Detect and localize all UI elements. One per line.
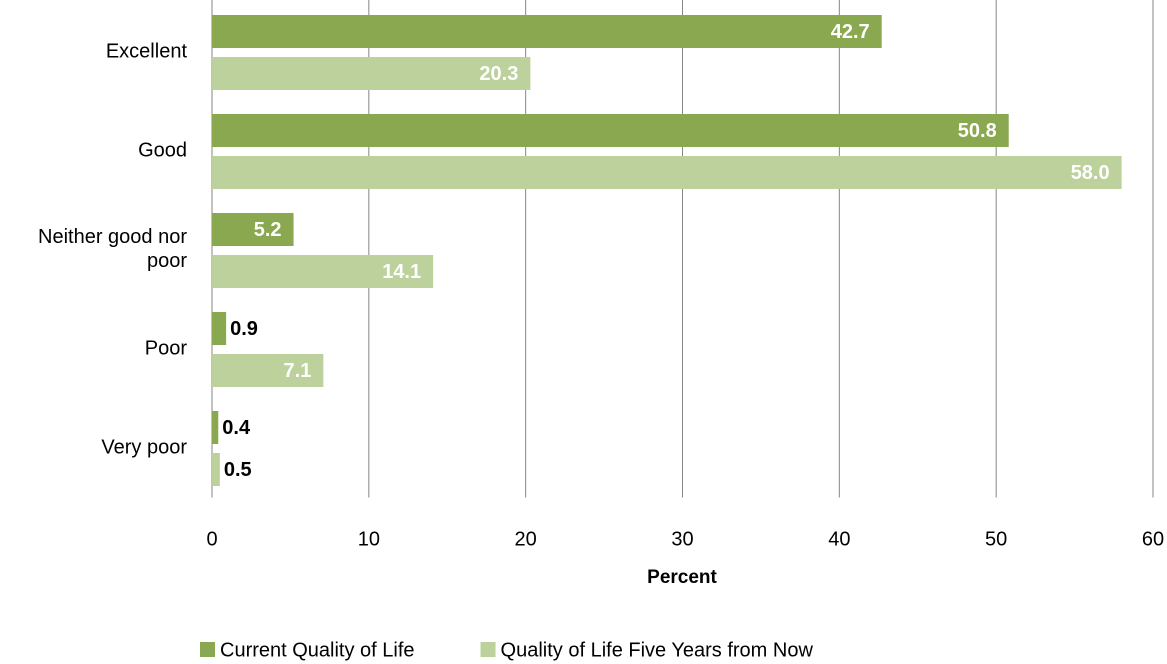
- data-label: 58.0: [1071, 162, 1110, 184]
- x-tick-label: 50: [985, 528, 1007, 550]
- bar: [212, 255, 434, 288]
- y-tick-label: Very poor: [101, 436, 187, 458]
- data-label: 5.2: [254, 219, 282, 241]
- bar: [212, 114, 1009, 147]
- bar: [212, 156, 1122, 189]
- data-label: 50.8: [958, 120, 997, 142]
- data-label: 7.1: [284, 360, 312, 382]
- data-label: 14.1: [382, 261, 421, 283]
- x-tick-label: 10: [358, 528, 380, 550]
- data-label: 0.9: [230, 318, 258, 340]
- x-axis-label: Percent: [647, 567, 717, 588]
- bar: [212, 15, 882, 48]
- x-tick-label: 20: [515, 528, 537, 550]
- y-tick-label: Neither good nor poor: [38, 226, 187, 272]
- bar: [212, 453, 220, 486]
- bar: [212, 312, 227, 345]
- bar: [212, 354, 324, 387]
- data-label: 42.7: [831, 21, 870, 43]
- x-tick-label: 30: [671, 528, 693, 550]
- y-tick-label: Poor: [145, 337, 188, 359]
- bar: [212, 213, 294, 246]
- data-label: 0.5: [224, 459, 252, 481]
- legend-swatch: [480, 642, 496, 657]
- data-label: 0.4: [222, 417, 251, 439]
- y-tick-label: Good: [138, 139, 187, 161]
- x-tick-label: 40: [828, 528, 850, 550]
- legend-label: Current Quality of Life: [220, 639, 415, 661]
- x-tick-label: 0: [206, 528, 217, 550]
- label-line: poor: [147, 250, 187, 272]
- y-tick-label: Excellent: [106, 40, 188, 62]
- label-line: Neither good nor: [38, 226, 187, 248]
- legend-swatch: [200, 642, 215, 657]
- bar: [212, 411, 219, 444]
- bar: [212, 57, 531, 90]
- data-label: 20.3: [479, 63, 518, 85]
- legend-label: Quality of Life Five Years from Now: [501, 639, 814, 661]
- x-tick-label: 60: [1142, 528, 1164, 550]
